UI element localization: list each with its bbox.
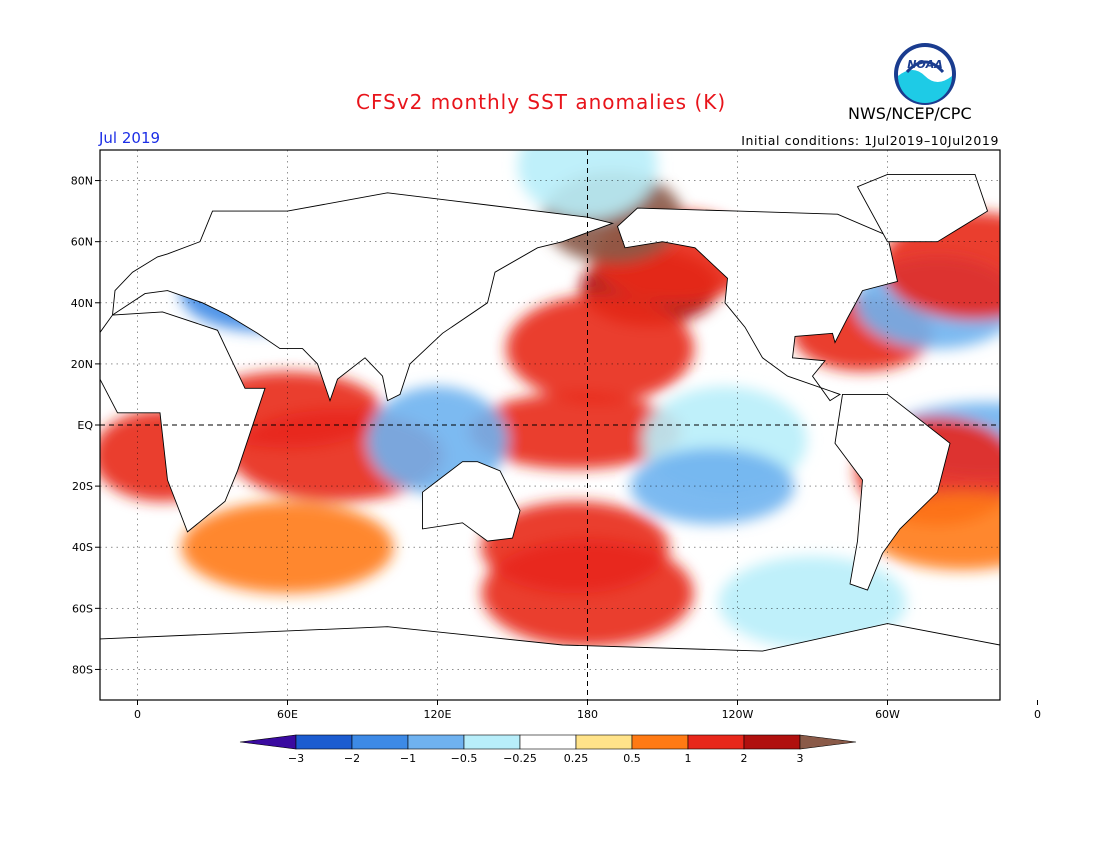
colorbar-swatch <box>575 734 633 750</box>
colorbar-label: 1 <box>685 752 692 765</box>
colorbar-swatch <box>687 734 745 750</box>
logo-label: NOAA <box>907 58 943 71</box>
continents <box>100 173 1000 700</box>
lon-tick-label: 180 <box>577 708 598 721</box>
lon-tick-label: 0 <box>1034 708 1041 721</box>
lat-tick-label: 80N <box>71 175 93 188</box>
lat-tick-label: 40N <box>71 297 93 310</box>
chart-title: CFSv2 monthly SST anomalies (K) <box>356 90 727 114</box>
landmass <box>100 311 266 533</box>
colorbar: −3 −2 −1 −0.5 −0.25 0.25 0.5 1 2 3 <box>239 734 857 765</box>
noaa-logo-icon: NOAA <box>893 42 957 106</box>
colorbar-min-arrow <box>239 734 297 750</box>
agency-label: NWS/NCEP/CPC <box>848 104 972 123</box>
initial-conditions: Initial conditions: 1Jul2019–10Jul2019 <box>741 133 999 148</box>
colorbar-label: −1 <box>400 752 416 765</box>
lon-tick-label: 60W <box>875 708 900 721</box>
anomaly-region <box>469 393 681 470</box>
lat-tick-label: EQ <box>77 419 93 432</box>
colorbar-max-arrow <box>799 734 857 750</box>
lat-tick-label: 20S <box>72 480 93 493</box>
colorbar-label: 3 <box>797 752 804 765</box>
colorbar-label: 0.25 <box>564 752 589 765</box>
colorbar-label: −2 <box>344 752 360 765</box>
anomaly-region <box>630 448 795 525</box>
lon-tick-label: 120W <box>722 708 754 721</box>
colorbar-label: −3 <box>288 752 304 765</box>
colorbar-swatch <box>743 734 801 750</box>
colorbar-swatch <box>295 734 353 750</box>
forecast-month: Jul 2019 <box>99 129 161 147</box>
colorbar-label: −0.5 <box>451 752 478 765</box>
landmass <box>422 461 521 542</box>
colorbar-swatch <box>631 734 689 750</box>
colorbar-swatch <box>407 734 465 750</box>
lon-tick-label: 120E <box>424 708 452 721</box>
lat-tick-label: 60S <box>72 602 93 615</box>
colorbar-swatch <box>351 734 409 750</box>
colorbar-label: 0.5 <box>623 752 641 765</box>
landmass <box>834 393 951 591</box>
lat-tick-label: 40S <box>72 541 93 554</box>
lon-tick-label: 0 <box>134 708 141 721</box>
lat-lon-grid <box>100 150 1000 700</box>
map-axes: 0 60E 120E 180 120W 60W 0 80N 60N 40N 20N EQ 20S 40S 6… <box>71 175 1041 721</box>
anomaly-region <box>517 150 658 220</box>
lon-tick-label: 60E <box>277 708 298 721</box>
lat-tick-label: 20N <box>71 358 93 371</box>
colorbar-swatch <box>519 734 577 750</box>
lat-tick-label: 80S <box>72 663 93 676</box>
colorbar-label: 2 <box>741 752 748 765</box>
landmass <box>111 192 615 402</box>
colorbar-label: −0.25 <box>503 752 537 765</box>
anomaly-region <box>506 294 694 403</box>
lat-tick-label: 60N <box>71 236 93 249</box>
colorbar-swatch <box>463 734 521 750</box>
